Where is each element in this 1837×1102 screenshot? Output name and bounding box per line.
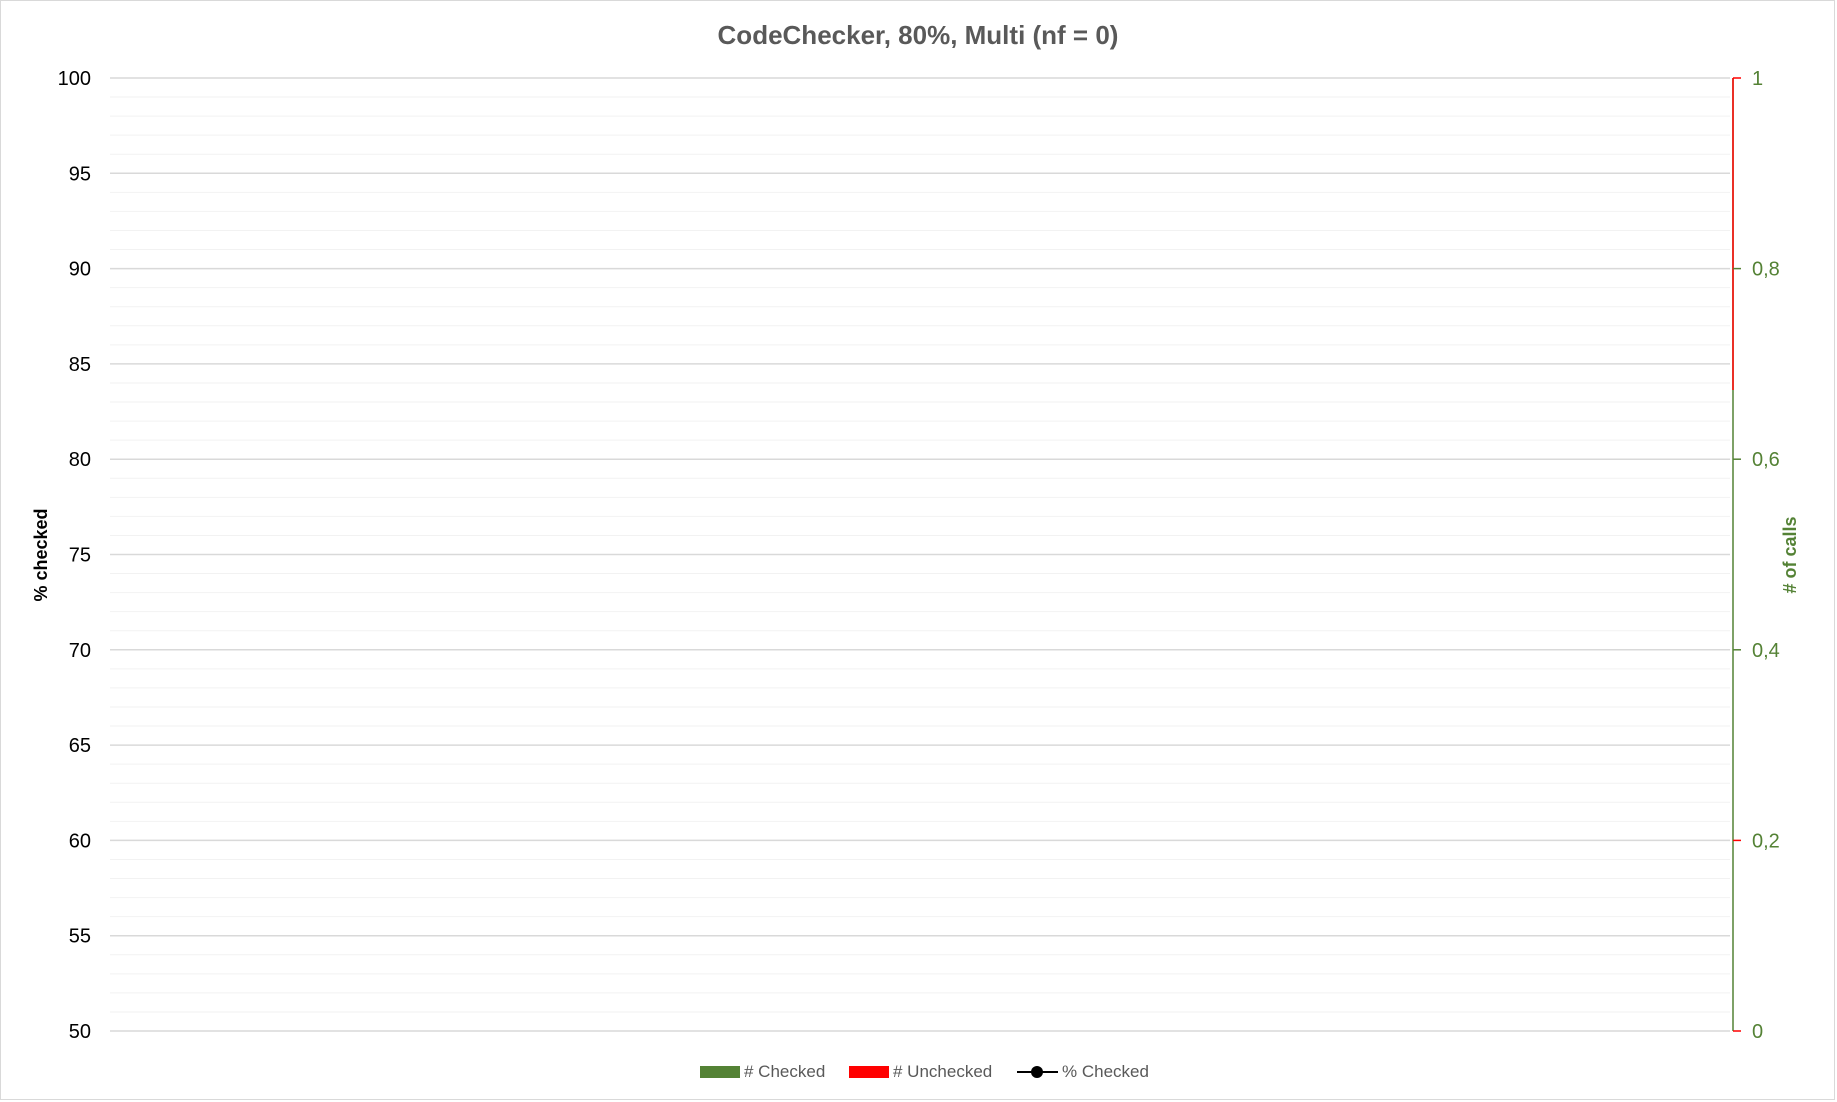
minor-gridlines bbox=[110, 96, 1730, 1013]
right-tick-label: 0,2 bbox=[1752, 830, 1780, 852]
right-axis-label: # of calls bbox=[1780, 516, 1800, 593]
right-tick-label: 0 bbox=[1752, 1021, 1763, 1043]
left-tick-label: 70 bbox=[69, 640, 91, 662]
legend-swatch-unchecked bbox=[849, 1066, 889, 1078]
legend-label-pct-checked: % Checked bbox=[1062, 1062, 1149, 1081]
legend-marker-pct-checked bbox=[1031, 1066, 1043, 1078]
right-axis-ticks: 0 0,2 0,4 0,6 0,8 1 bbox=[1733, 68, 1780, 1043]
right-tick-label: 0,4 bbox=[1752, 640, 1780, 662]
left-tick-label: 100 bbox=[58, 68, 91, 90]
left-tick-label: 75 bbox=[69, 545, 91, 567]
left-axis-ticks: 50 55 60 65 70 75 80 85 90 95 100 bbox=[58, 68, 91, 1043]
left-tick-label: 80 bbox=[69, 449, 91, 471]
legend-label-unchecked: # Unchecked bbox=[893, 1062, 992, 1081]
right-tick-label: 1 bbox=[1752, 68, 1763, 90]
right-tick-label: 0,6 bbox=[1752, 449, 1780, 471]
left-tick-label: 85 bbox=[69, 354, 91, 376]
chart-title: CodeChecker, 80%, Multi (nf = 0) bbox=[718, 20, 1119, 50]
left-tick-label: 90 bbox=[69, 259, 91, 281]
left-axis-label: % checked bbox=[31, 508, 51, 601]
left-tick-label: 60 bbox=[69, 830, 91, 852]
legend-swatch-checked bbox=[700, 1066, 740, 1078]
left-tick-label: 65 bbox=[69, 735, 91, 757]
legend-label-checked: # Checked bbox=[744, 1062, 825, 1081]
left-tick-label: 50 bbox=[69, 1021, 91, 1043]
right-tick-label: 0,8 bbox=[1752, 259, 1780, 281]
major-gridlines bbox=[110, 77, 1730, 1032]
left-tick-label: 95 bbox=[69, 163, 91, 185]
left-tick-label: 55 bbox=[69, 926, 91, 948]
legend: # Checked # Unchecked % Checked bbox=[700, 1062, 1149, 1081]
